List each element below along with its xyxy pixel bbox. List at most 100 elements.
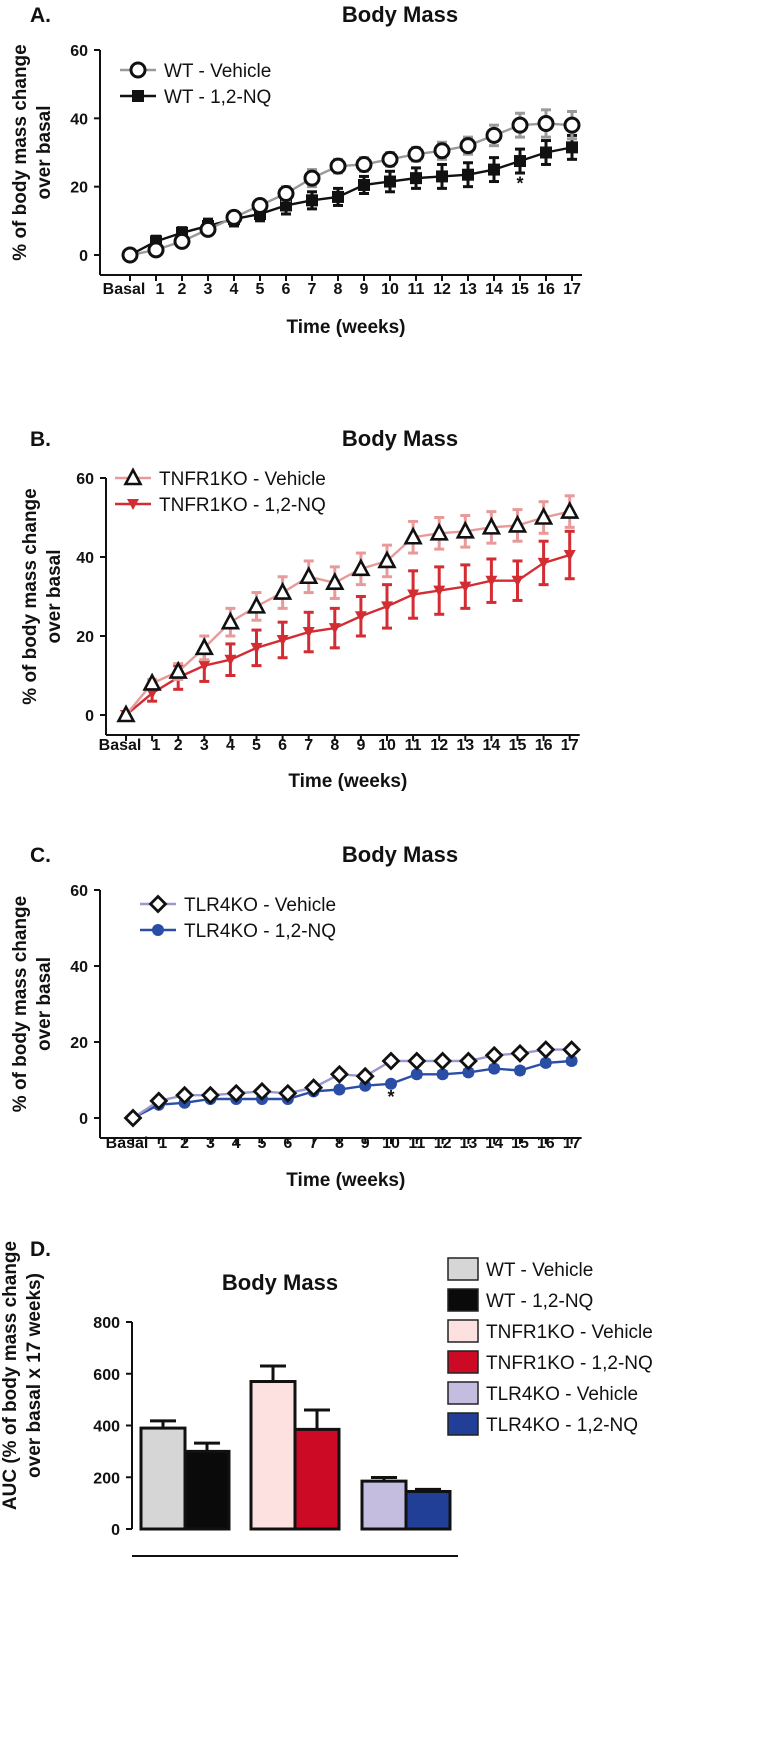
panel-c-label: C. [30, 844, 51, 867]
panel-c-title: Body Mass [342, 842, 458, 867]
panel-d-y-axis-label-line2: over basal x 17 weeks) [24, 1273, 45, 1478]
panel-b-y-tick-label: 20 [76, 629, 94, 646]
panel-d-y-axis-label: AUC (% of body mass change over basal x 1… [0, 1241, 45, 1510]
panel-d-legend-item: TLR4KO - Vehicle [447, 1381, 638, 1405]
panel-c-x-tick-label: 3 [206, 1135, 215, 1152]
panel-a-series-0-marker [563, 116, 581, 134]
panel-d: D. Body Mass 0 200 400 600 800 AUC (% of body m… [0, 1238, 653, 1557]
panel-c-legend-label: TLR4KO - 1,2-NQ [184, 921, 336, 942]
panel-c-legend-marker [148, 894, 168, 914]
panel-b-series-1-marker [224, 654, 237, 666]
panel-a-series-0 [121, 108, 581, 264]
panel-d-bar-2 [249, 1364, 297, 1531]
panel-d-legend-swatch [447, 1381, 479, 1405]
panel-a-title: Body Mass [342, 2, 458, 27]
panel-c-series-1-marker [436, 1068, 449, 1081]
panel-b-legend-label: TNFR1KO - 1,2-NQ [159, 495, 326, 516]
panel-b-series-0-marker [507, 514, 528, 533]
panel-c-series-0-marker [175, 1085, 195, 1105]
panel-c-series-0 [123, 1040, 582, 1128]
panel-c-x-tick-label: 11 [408, 1135, 425, 1152]
panel-b-y-axis-label-line1: % of body mass change [20, 488, 41, 704]
panel-a-legend-item: WT - Vehicle [120, 61, 271, 82]
panel-c-series-0-marker [458, 1051, 478, 1071]
panel-c-series-1-marker [462, 1066, 475, 1079]
panel-b-x-tick-label: 17 [561, 737, 579, 754]
panel-a-series-1-marker [462, 168, 474, 181]
panel-c-x-tick-label: 9 [361, 1135, 370, 1152]
panel-d-bar [293, 1427, 341, 1531]
panel-d-legend-swatch [447, 1350, 479, 1374]
panel-c-y-tick-label: 40 [70, 959, 88, 976]
panel-a-x-tick-label: 12 [433, 281, 451, 298]
panel-c-x-tick-label: 13 [460, 1135, 478, 1152]
panel-a-x-tick-label: 15 [511, 281, 529, 298]
panel-c-x-tick-label: 12 [434, 1135, 452, 1152]
panel-b-series-1-marker [146, 688, 159, 700]
panel-a-x-tick-label: Basal [103, 281, 146, 298]
panel-a-x-tick-label: 5 [256, 281, 265, 298]
panel-d-y-tick-label: 800 [93, 1315, 120, 1332]
panel-c-series-1-marker [565, 1055, 578, 1067]
panel-a-x-tick-label: 10 [381, 281, 399, 298]
panel-b-y-tick-label: 60 [76, 471, 94, 488]
panel-d-bar [360, 1479, 408, 1531]
panel-b-series-1-marker [407, 589, 420, 601]
panel-a-series-0-marker [485, 126, 503, 144]
panel-d-bar-5 [404, 1487, 452, 1531]
panel-c-series-1-marker [359, 1079, 372, 1092]
panel-b-series-0-marker [403, 526, 423, 545]
panel-a-series-1-marker [566, 141, 578, 154]
panel-b-series-0-marker [560, 500, 580, 519]
panel-b-series-1-marker [511, 575, 524, 587]
panel-c-series-0-marker [562, 1040, 582, 1060]
panel-c-series-1-marker [488, 1062, 501, 1075]
panel-c-series-0-marker [200, 1085, 220, 1105]
panel-b-x-tick-label: 15 [509, 737, 527, 754]
panel-d-y-tick-label: 200 [93, 1470, 120, 1487]
panel-b-y-tick-label: 40 [76, 550, 94, 567]
panel-c-series-1-marker [385, 1077, 397, 1090]
panel-d-y-tick-label: 600 [93, 1367, 120, 1384]
panel-b-y-tick-label: 0 [85, 708, 94, 725]
panel-b-series-0-marker [325, 571, 345, 590]
panel-c-x-tick-label: 17 [563, 1135, 581, 1152]
panel-b-x-axis-label: Time (weeks) [288, 771, 407, 792]
panel-a-series-0-marker [329, 157, 347, 175]
panel-c-x-tick-label: 8 [335, 1135, 344, 1152]
panel-b-series-0-marker [116, 704, 136, 723]
panel-c-y-axis-label: % of body mass change over basal [10, 896, 55, 1112]
panel-b-series-1-marker [537, 557, 550, 569]
panel-a-legend-marker [132, 90, 144, 102]
panel-a-series-1-marker [436, 170, 448, 183]
panel-a-x-tick-label: 4 [230, 281, 239, 298]
panel-c-series-1 [127, 1055, 578, 1124]
panel-c-series-1-marker [514, 1064, 526, 1077]
panel-a-series-0-marker [173, 232, 191, 250]
panel-c-significance-marker: * [387, 1087, 394, 1107]
panel-d-legend-label: TNFR1KO - 1,2-NQ [486, 1353, 653, 1374]
panel-d-legend-label: TNFR1KO - Vehicle [486, 1322, 653, 1343]
panel-b-series-line [125, 553, 571, 716]
panel-a-series-1-marker [358, 178, 370, 191]
panel-b-x-tick-label: 12 [430, 737, 448, 754]
panel-b-x-tick-label: 9 [356, 737, 365, 754]
panel-c-x-tick-label: Basal [106, 1135, 149, 1152]
panel-c-series-0-marker [304, 1078, 324, 1098]
panel-d-bar [139, 1426, 187, 1531]
panel-c-legend-item: TLR4KO - Vehicle [140, 894, 336, 916]
panel-d-legend-item: WT - 1,2-NQ [447, 1288, 593, 1312]
panel-b-series-0-marker [351, 558, 371, 577]
panel-b-series-1-marker [354, 611, 367, 623]
panel-c-series-0-marker [355, 1066, 375, 1086]
panel-a-series-1-marker [306, 194, 318, 207]
panel-a-series-0-marker [537, 114, 555, 132]
panel-a-series-line [129, 146, 573, 257]
panel-d-y-axis-label-line1: AUC (% of body mass change [0, 1241, 21, 1510]
panel-d-legend-swatch [447, 1319, 479, 1343]
panel-b-x-tick-label: 3 [200, 737, 209, 754]
panel-a-x-tick-label: 9 [360, 281, 369, 298]
panel-a-series-0-marker [459, 137, 477, 155]
panel-a-series-0-marker [511, 116, 529, 134]
